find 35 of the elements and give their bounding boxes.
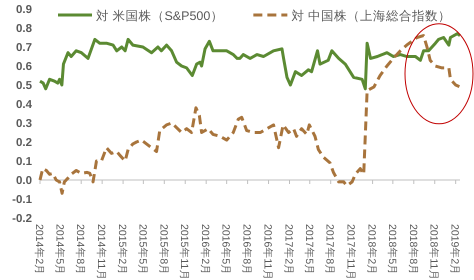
x-tick-label: 2016年11月 — [262, 224, 274, 280]
y-tick-label: 0.3 — [16, 118, 32, 130]
y-tick-label: -0.2 — [12, 213, 32, 225]
x-tick-label: 2017年8月 — [324, 224, 336, 276]
x-tick-label: 2015年8月 — [157, 224, 170, 276]
x-tick-label: 2015年5月 — [136, 224, 148, 276]
legend-label: 対 中国株（上海総合指数） — [291, 8, 451, 23]
x-tick-label: 2018年5月 — [386, 224, 398, 276]
x-tick-label: 2014年2月 — [33, 224, 45, 276]
x-tick-label: 2018年8月 — [406, 224, 419, 276]
y-tick-label: 0.4 — [16, 99, 33, 111]
y-tick-label: -0.1 — [12, 194, 33, 206]
x-tick-label: 2015年2月 — [116, 224, 128, 276]
x-tick-label: 2016年8月 — [240, 224, 253, 276]
x-tick-label: 2017年5月 — [302, 224, 315, 276]
y-tick-label: 0.2 — [16, 137, 32, 149]
x-tick-label: 2018年2月 — [366, 224, 378, 276]
y-tick-label: 0.9 — [16, 4, 32, 16]
x-tick-label: 2017年2月 — [282, 224, 294, 276]
x-tick-label: 2019年2月 — [448, 224, 461, 276]
y-tick-label: 0.0 — [16, 175, 32, 187]
y-tick-label: 0.7 — [16, 42, 32, 54]
x-tick-label: 2018年11月 — [428, 224, 440, 280]
x-tick-label: 2014年11月 — [95, 224, 108, 280]
y-tick-label: 0.8 — [16, 23, 33, 35]
x-tick-label: 2016年2月 — [199, 224, 212, 276]
legend-label: 対 米国株（S&P500） — [96, 8, 224, 23]
y-tick-label: 0.1 — [16, 156, 33, 168]
y-tick-label: 0.5 — [16, 80, 33, 92]
x-tick-label: 2014年5月 — [53, 224, 66, 276]
y-tick-label: 0.6 — [16, 61, 32, 73]
x-tick-label: 2016年5月 — [220, 224, 232, 276]
x-tick-label: 2014年8月 — [74, 224, 86, 276]
x-tick-label: 2015年11月 — [178, 224, 190, 280]
x-tick-label: 2017年11月 — [344, 224, 357, 280]
